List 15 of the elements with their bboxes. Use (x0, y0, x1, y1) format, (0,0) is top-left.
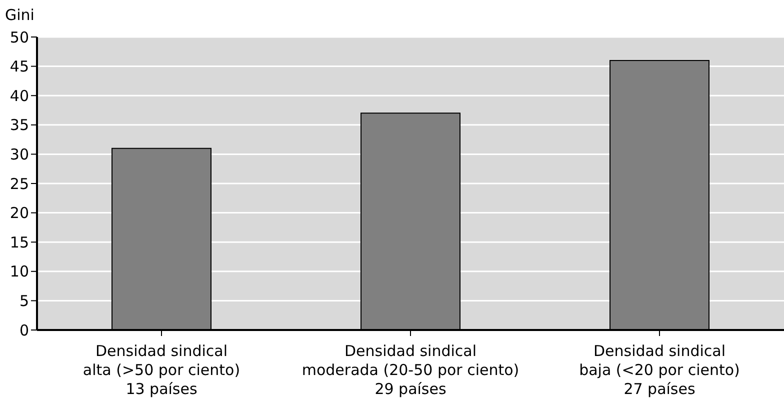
y-tick-label: 50 (10, 28, 29, 46)
x-tick-label: Densidad sindical alta (>50 por ciento) 13 países (82, 342, 240, 398)
y-tick-label: 35 (10, 116, 29, 134)
y-tick-label: 40 (10, 86, 29, 105)
y-tick-label: 20 (10, 204, 29, 222)
y-axis-title: Gini (5, 6, 34, 24)
y-tick-label: 10 (10, 262, 29, 281)
y-tick-label: 5 (19, 292, 29, 310)
x-tick-label: Densidad sindical baja (<20 por ciento) 27 países (579, 342, 740, 398)
y-tick-label: 15 (10, 233, 29, 252)
y-tick-label: 30 (10, 146, 29, 164)
y-tick-label: 0 (19, 321, 29, 340)
x-tick-label: Densidad sindical moderada (20-50 por ciento) 29 países (302, 342, 520, 398)
y-tick-label: 45 (10, 58, 29, 76)
y-tick-label: 25 (10, 174, 29, 193)
